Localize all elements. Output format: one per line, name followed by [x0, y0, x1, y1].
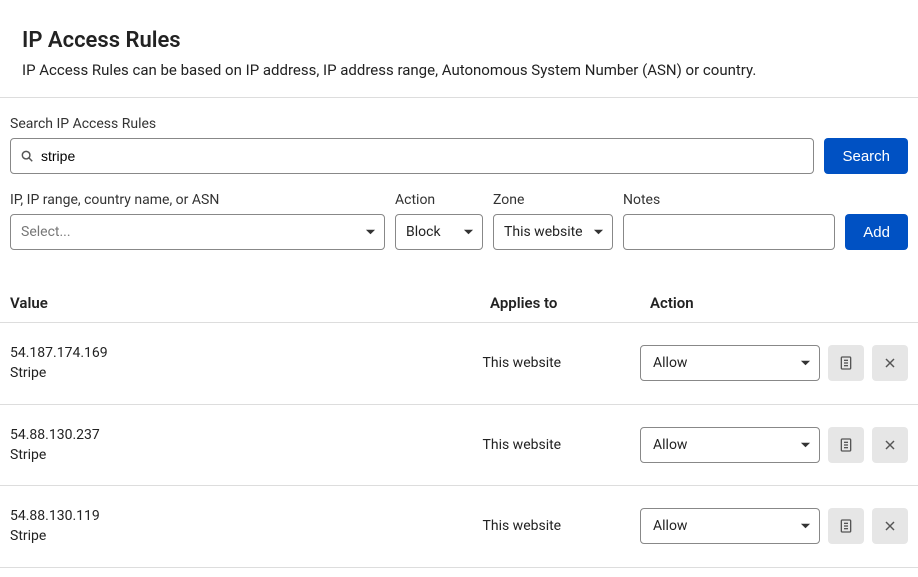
zone-select[interactable]: This website — [493, 214, 613, 250]
action-select-value: Block — [406, 224, 441, 240]
rule-applies: This website — [483, 518, 641, 534]
chevron-down-icon — [365, 227, 376, 238]
rule-ip: 54.88.130.119 — [10, 506, 483, 526]
rule-action-value: Allow — [653, 355, 687, 371]
search-label: Search IP Access Rules — [10, 116, 908, 132]
table-row: 54.187.174.169 Stripe This website Allow — [0, 323, 918, 405]
table-row: 54.88.130.119 Stripe This website Allow — [0, 486, 918, 568]
target-select-value: Select... — [21, 224, 71, 240]
rule-delete-button[interactable] — [872, 508, 908, 544]
rule-notes-button[interactable] — [828, 508, 864, 544]
notes-icon — [838, 355, 854, 371]
close-icon — [882, 355, 898, 371]
column-header-applies: Applies to — [490, 294, 650, 312]
target-select[interactable]: Select... — [10, 214, 385, 250]
notes-icon — [838, 518, 854, 534]
search-input[interactable] — [10, 138, 814, 174]
zone-select-value: This website — [504, 224, 583, 240]
rule-action-value: Allow — [653, 518, 687, 534]
rule-note: Stripe — [10, 526, 483, 546]
page-title: IP Access Rules — [22, 28, 896, 53]
rule-delete-button[interactable] — [872, 345, 908, 381]
zone-label: Zone — [493, 192, 613, 208]
rule-ip: 54.187.174.169 — [10, 343, 483, 363]
add-button[interactable]: Add — [845, 214, 908, 250]
search-icon — [20, 149, 34, 163]
column-header-action: Action — [650, 294, 908, 312]
rule-delete-button[interactable] — [872, 427, 908, 463]
rule-note: Stripe — [10, 363, 483, 383]
table-row: 54.88.130.237 Stripe This website Allow — [0, 405, 918, 487]
notes-label: Notes — [623, 192, 835, 208]
chevron-down-icon — [463, 227, 474, 238]
target-label: IP, IP range, country name, or ASN — [10, 192, 385, 208]
rule-action-select[interactable]: Allow — [640, 427, 820, 463]
chevron-down-icon — [593, 227, 604, 238]
rule-note: Stripe — [10, 445, 483, 465]
action-label: Action — [395, 192, 483, 208]
chevron-down-icon — [800, 358, 811, 369]
rule-applies: This website — [483, 437, 641, 453]
rule-notes-button[interactable] — [828, 427, 864, 463]
rule-action-value: Allow — [653, 437, 687, 453]
chevron-down-icon — [800, 521, 811, 532]
page-subtitle: IP Access Rules can be based on IP addre… — [22, 61, 896, 79]
rule-action-select[interactable]: Allow — [640, 508, 820, 544]
rule-applies: This website — [483, 355, 641, 371]
close-icon — [882, 437, 898, 453]
search-button[interactable]: Search — [824, 138, 908, 174]
rule-action-select[interactable]: Allow — [640, 345, 820, 381]
rule-notes-button[interactable] — [828, 345, 864, 381]
notes-icon — [838, 437, 854, 453]
column-header-value: Value — [10, 294, 490, 312]
chevron-down-icon — [800, 439, 811, 450]
close-icon — [882, 518, 898, 534]
action-select[interactable]: Block — [395, 214, 483, 250]
notes-input[interactable] — [623, 214, 835, 250]
rule-ip: 54.88.130.237 — [10, 425, 483, 445]
